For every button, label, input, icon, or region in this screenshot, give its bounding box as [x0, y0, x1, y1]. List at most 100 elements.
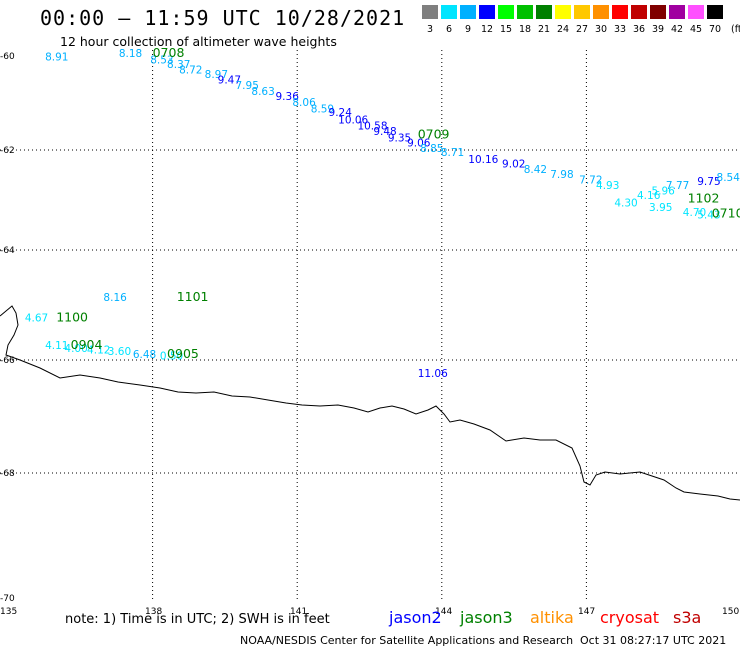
scale-label: 12: [480, 24, 494, 35]
scale-label: 39: [651, 24, 665, 35]
lat-tick-label: -64: [0, 246, 15, 256]
wave-height-value: 7.72: [579, 175, 602, 187]
pass-time-labels: 07080709110211011100090409050710110: [56, 45, 740, 361]
wave-height-value: 8.97: [205, 69, 228, 81]
lat-tick-label: -70: [0, 594, 15, 604]
wave-height-value: 8.16: [103, 292, 127, 304]
scale-swatch-36: [630, 4, 648, 20]
pass-time-label: 0709: [418, 127, 450, 142]
wave-height-value: 8.72: [179, 64, 202, 76]
wave-height-value: 3.95: [649, 202, 672, 214]
lon-tick-label: 135: [0, 607, 17, 617]
wave-height-value: 7.95: [236, 80, 259, 92]
wave-height-value: 9.48: [373, 126, 396, 138]
map-title: 00:00 – 11:59 UTC 10/28/2021: [40, 6, 406, 30]
wave-height-value: 8.42: [524, 164, 547, 176]
lat-tick-label: -60: [0, 52, 15, 62]
scale-label: 3: [426, 24, 434, 35]
wave-height-value: 8.53: [150, 55, 173, 67]
wave-height-value: 4.30: [614, 198, 637, 210]
scale-label: 42: [670, 24, 684, 35]
wave-height-value: 8.18: [119, 48, 142, 60]
scale-swatch-12: [478, 4, 496, 20]
scale-label: 18: [518, 24, 532, 35]
wave-height-value: 10.58: [357, 120, 387, 132]
wave-height-value: 7.77: [666, 180, 689, 192]
pass-time-label: 0904: [71, 337, 103, 352]
scale-swatch-70: [706, 4, 724, 20]
scale-label: 21: [537, 24, 551, 35]
footer-credit: NOAA/NESDIS Center for Satellite Applica…: [240, 634, 574, 647]
scale-label: 70: [708, 24, 722, 35]
wave-height-value: 4.11: [45, 340, 68, 352]
scale-swatch-15: [497, 4, 515, 20]
wave-height-value: 8.59: [311, 103, 334, 115]
footer-timestamp: Oct 31 08:27:17 UTC 2021: [580, 634, 727, 647]
wave-height-value: 5.43: [697, 210, 720, 222]
legend-jason3: jason3: [460, 608, 513, 627]
scale-label: 24: [556, 24, 570, 35]
pass-time-label: 0905: [167, 346, 199, 361]
legend-cryosat: cryosat: [600, 608, 660, 627]
wave-height-value: 8.85: [420, 143, 443, 155]
pass-time-label: 0710: [712, 206, 740, 221]
wave-height-value: 11.06: [418, 368, 448, 380]
pass-time-label: 1102: [688, 191, 720, 206]
map-subtitle: 12 hour collection of altimeter wave hei…: [60, 34, 337, 49]
lon-tick-label: 141: [290, 607, 307, 617]
scale-swatch-30: [592, 4, 610, 20]
wave-height-value: 3.60: [108, 346, 131, 358]
wave-height-value: 8.06: [292, 97, 316, 109]
scale-label: 45: [689, 24, 703, 35]
lon-tick-label: 144: [435, 607, 452, 617]
wave-height-value: 9.02: [502, 159, 525, 171]
wave-height-observations: 8.91 8.18 8.538.378.72 8.979.477.958.63 9.36…: [25, 48, 740, 380]
wave-height-value: 8.37: [167, 59, 190, 71]
pass-time-label: 0708: [153, 45, 185, 60]
scale-swatch-3: [421, 4, 439, 20]
wave-height-value: 9.36: [276, 91, 300, 103]
wave-height-value: 10.16: [468, 154, 498, 166]
scale-label: 30: [594, 24, 608, 35]
wave-height-value: 4.16: [637, 190, 661, 202]
lat-tick-label: -66: [0, 356, 15, 366]
wave-height-value: 10.06: [338, 115, 368, 127]
scale-label: 33: [613, 24, 627, 35]
pass-time-label: 1101: [177, 289, 209, 304]
wave-height-value: 8.63: [251, 86, 274, 98]
legend-altika: altika: [530, 608, 574, 627]
lon-tick-label: 147: [578, 607, 595, 617]
scale-label: 6: [445, 24, 453, 35]
wave-height-value: 4.70: [683, 207, 706, 219]
wave-height-value: 9.06: [407, 138, 431, 150]
antarctic-coastline: [0, 305, 740, 501]
wave-height-value: 5.96: [651, 186, 675, 198]
scale-swatch-18: [516, 4, 534, 20]
lat-tick-label: -62: [0, 146, 15, 156]
legend-s3a: s3a: [673, 608, 702, 627]
scale-swatch-21: [535, 4, 553, 20]
wave-height-value: 9.24: [329, 107, 353, 119]
lat-lon-grid: [0, 50, 740, 600]
scale-swatch-6: [440, 4, 458, 20]
wave-height-value: 9.75: [697, 176, 720, 188]
wave-height-value: 9.35: [388, 133, 411, 145]
scale-swatch-39: [649, 4, 667, 20]
legend-jason2: jason2: [389, 608, 442, 627]
lat-tick-label: -68: [0, 469, 15, 479]
wave-height-value: 6.48: [133, 349, 156, 361]
scale-swatch-45: [687, 4, 705, 20]
wave-height-value: 4.67: [25, 313, 48, 325]
wave-height-value: 9.47: [218, 74, 241, 86]
lon-tick-label: 150: [722, 607, 739, 617]
wave-height-value: 8.71: [441, 147, 464, 159]
scale-swatch-27: [573, 4, 591, 20]
scale-unit: (ft): [731, 24, 740, 35]
scale-swatch-9: [459, 4, 477, 20]
wave-height-value: 8.91: [45, 52, 68, 64]
scale-swatch-24: [554, 4, 572, 20]
scale-label: 36: [632, 24, 646, 35]
wave-height-value: 7.98: [550, 169, 573, 181]
scale-swatch-33: [611, 4, 629, 20]
